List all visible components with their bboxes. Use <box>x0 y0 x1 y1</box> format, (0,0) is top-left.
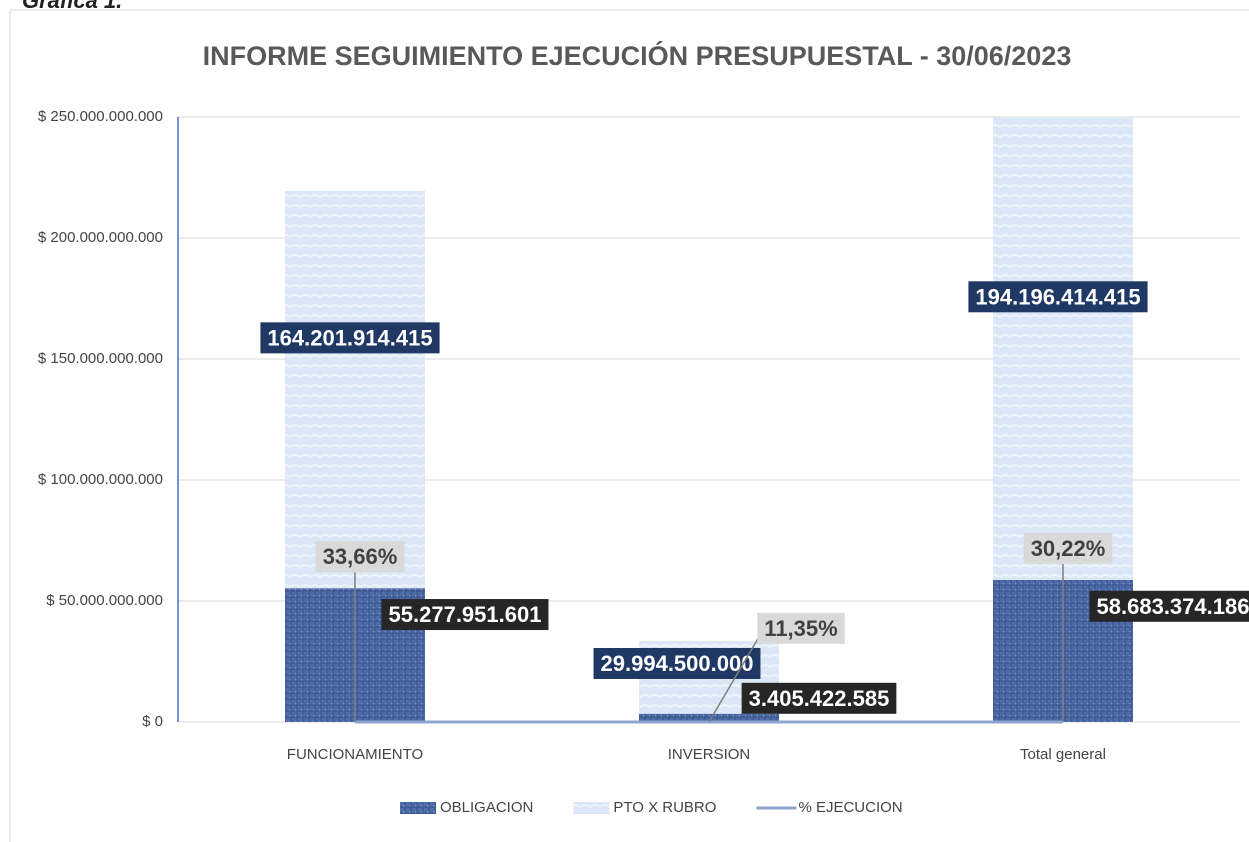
obligacion-label-box <box>1089 590 1249 622</box>
x-tick-label: FUNCIONAMIENTO <box>287 746 423 763</box>
percent-label: 11,35% <box>764 616 837 641</box>
legend-swatch <box>400 802 436 814</box>
y-tick-label: $ 0 <box>142 713 163 730</box>
percent-label: 33,66% <box>323 544 398 569</box>
percent-label-group: 33,66% <box>315 541 405 573</box>
x-tick-label: Total general <box>1020 746 1106 763</box>
legend-swatch <box>573 802 610 814</box>
bar-segment <box>285 190 425 589</box>
percent-label-box <box>315 541 405 573</box>
y-tick-label: $ 200.000.000.000 <box>38 229 163 246</box>
pto-label: 29.994.500.000 <box>601 651 754 676</box>
y-tick-label: $ 150.000.000.000 <box>38 350 163 367</box>
leader-line <box>708 629 764 723</box>
obligacion-label-group: 58.683.374.186 <box>1089 590 1249 622</box>
pto-label-group: 194.196.414.415 <box>968 281 1148 313</box>
pto-label: 164.201.914.415 <box>267 325 432 350</box>
obligacion-label-group: 3.405.422.585 <box>741 682 897 714</box>
pto-label-box <box>968 281 1148 313</box>
obligacion-label: 3.405.422.585 <box>749 686 890 711</box>
legend-label: % EJECUCION <box>798 799 902 816</box>
obligacion-label-group: 55.277.951.601 <box>381 599 549 631</box>
legend-label: PTO X RUBRO <box>613 799 716 816</box>
percent-label-group: 11,35% <box>757 612 845 644</box>
x-tick-label: INVERSION <box>668 746 751 763</box>
obligacion-label-box <box>741 682 897 714</box>
y-tick-label: $ 50.000.000.000 <box>46 592 163 609</box>
bar-segment <box>639 713 779 722</box>
caption: Gráfica 1. <box>22 0 122 13</box>
obligacion-label-box <box>381 599 549 631</box>
chart-title: INFORME SEGUIMIENTO EJECUCIÓN PRESUPUEST… <box>203 40 1072 71</box>
percent-label-box <box>1023 532 1113 564</box>
percent-label: 30,22% <box>1031 536 1106 561</box>
pto-label-box <box>260 322 440 354</box>
percent-label-box <box>757 612 845 644</box>
pto-label-group: 29.994.500.000 <box>593 647 761 679</box>
obligacion-label: 55.277.951.601 <box>389 602 542 627</box>
y-tick-label: $ 250.000.000.000 <box>38 108 163 125</box>
percent-label-group: 30,22% <box>1023 532 1113 564</box>
pto-label-box <box>593 647 761 679</box>
obligacion-label: 58.683.374.186 <box>1097 594 1249 619</box>
y-tick-label: $ 100.000.000.000 <box>38 471 163 488</box>
pto-label: 194.196.414.415 <box>975 284 1140 309</box>
pto-label-group: 164.201.914.415 <box>260 322 440 354</box>
legend-label: OBLIGACION <box>440 799 533 816</box>
bar-segment <box>993 117 1133 580</box>
